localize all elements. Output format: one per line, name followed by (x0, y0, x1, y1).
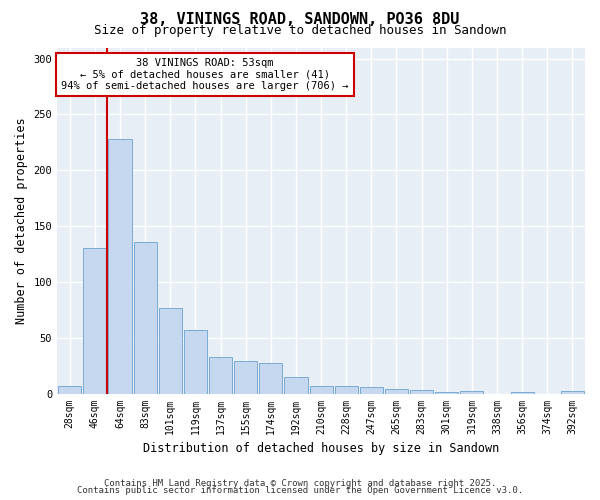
X-axis label: Distribution of detached houses by size in Sandown: Distribution of detached houses by size … (143, 442, 499, 455)
Bar (511, 392, 534, 394)
Bar (159, 308, 182, 394)
Bar (58, 386, 81, 394)
Bar (184, 330, 207, 394)
Bar (234, 361, 257, 394)
Text: Contains public sector information licensed under the Open Government Licence v3: Contains public sector information licen… (77, 486, 523, 495)
Bar (460, 392, 484, 394)
Bar (435, 392, 458, 394)
Bar (259, 364, 283, 394)
Text: Contains HM Land Registry data © Crown copyright and database right 2025.: Contains HM Land Registry data © Crown c… (104, 478, 496, 488)
Bar (310, 386, 332, 394)
Bar (109, 139, 131, 394)
Bar (385, 389, 408, 394)
Bar (83, 248, 106, 394)
Text: 38 VININGS ROAD: 53sqm
← 5% of detached houses are smaller (41)
94% of semi-deta: 38 VININGS ROAD: 53sqm ← 5% of detached … (61, 58, 349, 91)
Text: Size of property relative to detached houses in Sandown: Size of property relative to detached ho… (94, 24, 506, 37)
Bar (561, 392, 584, 394)
Bar (410, 390, 433, 394)
Bar (284, 377, 308, 394)
Y-axis label: Number of detached properties: Number of detached properties (15, 117, 28, 324)
Text: 38, VININGS ROAD, SANDOWN, PO36 8DU: 38, VININGS ROAD, SANDOWN, PO36 8DU (140, 12, 460, 28)
Bar (360, 387, 383, 394)
Bar (335, 386, 358, 394)
Bar (134, 242, 157, 394)
Bar (209, 356, 232, 394)
